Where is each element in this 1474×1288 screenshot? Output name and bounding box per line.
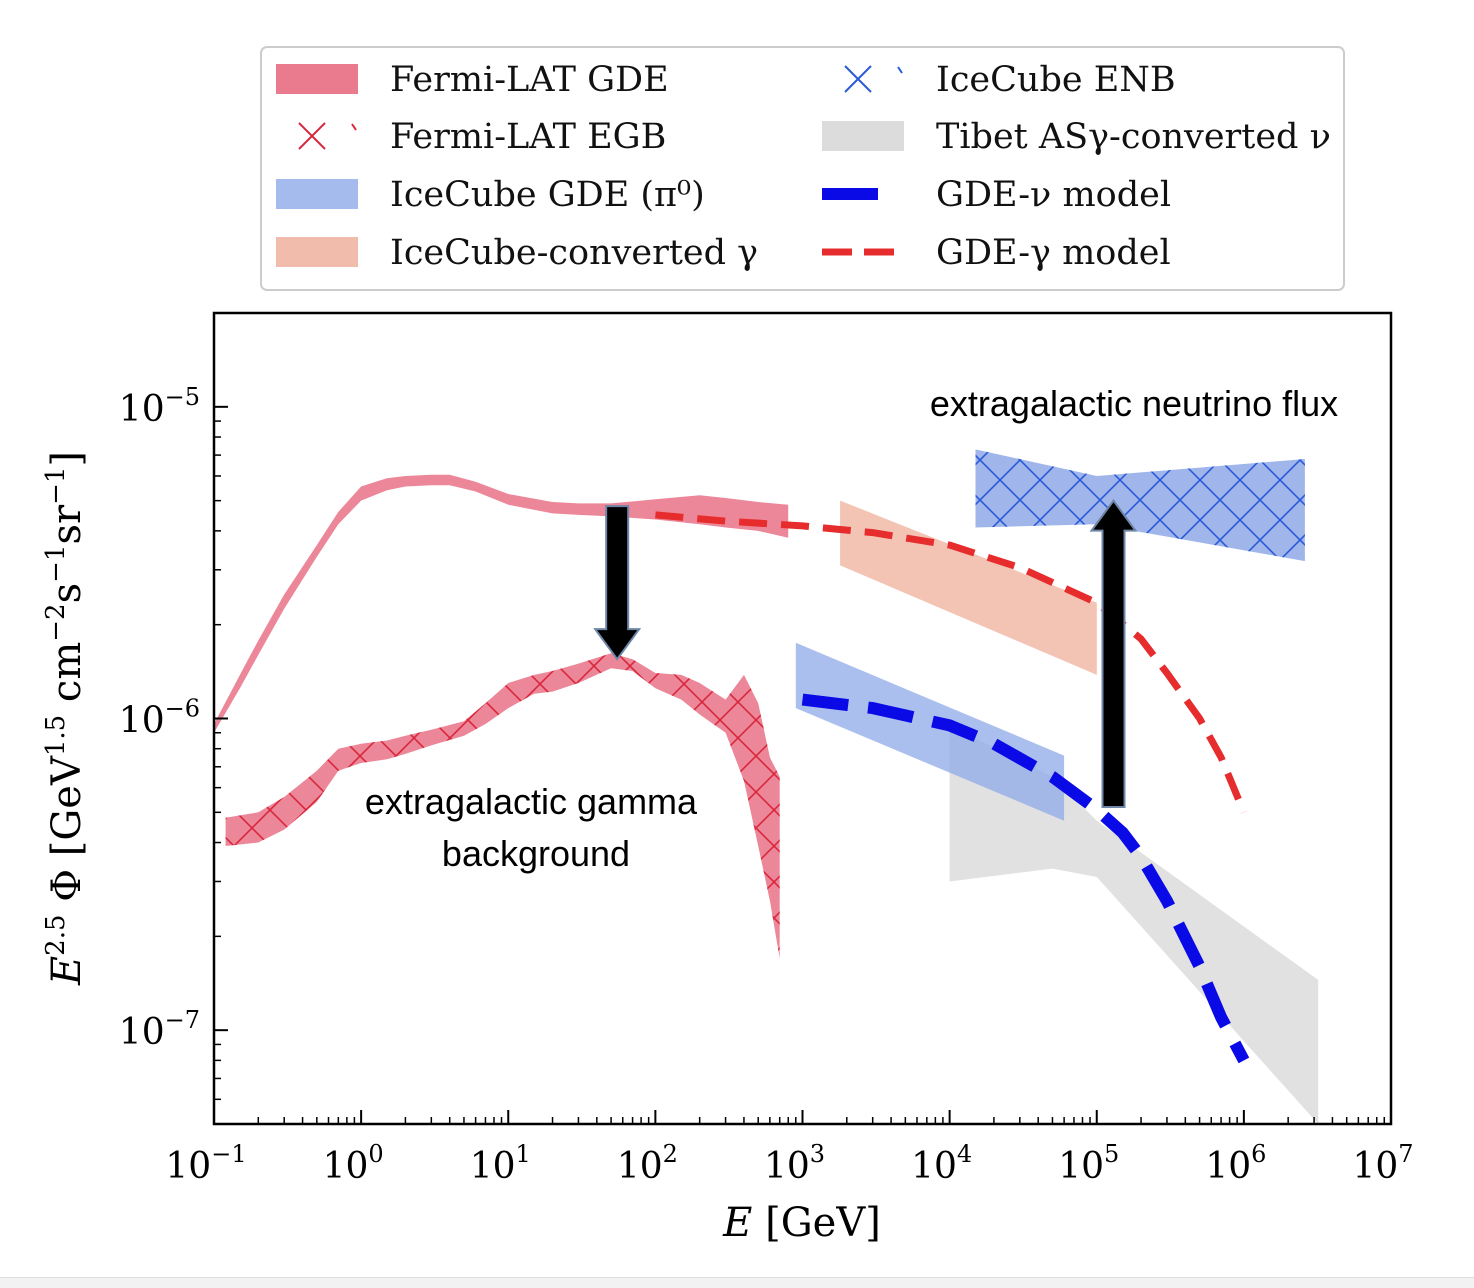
y-tick-label: 10−7 <box>119 1006 200 1053</box>
x-tick-label: 100 <box>323 1140 384 1187</box>
enb-arrow-shape <box>1089 498 1138 809</box>
band-icecube-gde <box>795 642 1065 821</box>
series-tibet-as-converted <box>949 725 1319 1124</box>
legend-item-icecube-gde: IceCube GDE (π⁰) <box>276 175 705 215</box>
line-gde-model <box>801 693 1250 1064</box>
egb-annotation: extragalactic gamma background <box>365 781 707 874</box>
legend-item-tibet-as-converted: Tibet ASγ-converted ν <box>822 117 1331 157</box>
x-tick-label: 101 <box>470 1140 531 1187</box>
series-icecube-enb <box>975 449 1305 562</box>
bottom-bar <box>0 1277 1474 1288</box>
hatch-icecube-enb <box>975 449 1305 562</box>
series-fermi-lat-gde <box>214 474 789 733</box>
legend-swatch-tail <box>897 66 903 74</box>
legend-swatch <box>822 121 904 151</box>
y-tick-label: 10−5 <box>119 383 200 430</box>
legend-swatch <box>276 64 358 94</box>
legend-label: Fermi-LAT GDE <box>390 60 669 100</box>
egb-arrow-shape <box>593 505 642 661</box>
legend-swatch <box>844 65 872 93</box>
legend-item-icecube-converted: IceCube-converted γ <box>276 233 758 273</box>
line-gde-model <box>655 511 1248 814</box>
legend-swatch <box>298 122 326 150</box>
legend-label: IceCube-converted γ <box>390 233 758 273</box>
legend-swatch <box>276 179 358 209</box>
enb-annotation: extragalactic neutrino flux <box>930 383 1338 424</box>
legend-swatch-tail <box>351 123 357 131</box>
x-tick-label: 102 <box>617 1140 678 1187</box>
series-icecube-gde <box>795 642 1065 821</box>
legend-item-gde-model: GDE-γ model <box>822 233 1171 273</box>
legend-label: Fermi-LAT EGB <box>390 117 666 157</box>
band-fermi-lat-gde <box>214 474 789 733</box>
legend-item-gde-model: GDE-ν model <box>822 175 1171 215</box>
legend-label: IceCube GDE (π⁰) <box>390 175 705 215</box>
legend-frame <box>260 46 1345 291</box>
legend-item-fermi-lat-gde: Fermi-LAT GDE <box>276 60 669 100</box>
x-tick-label: 103 <box>764 1140 825 1187</box>
egb-arrow <box>593 505 642 661</box>
enb-arrow <box>1089 498 1138 809</box>
legend-label: GDE-ν model <box>936 175 1171 215</box>
band-tibet-as-converted <box>949 725 1319 1124</box>
legend-item-icecube-enb: IceCube ENB <box>844 60 1176 100</box>
legend-label: IceCube ENB <box>936 60 1176 100</box>
y-axis-label: E2.5 Φ [GeV1.5 cm−2s−1sr−1] <box>41 451 90 986</box>
band-icecube-converted <box>840 500 1097 675</box>
x-tick-label: 106 <box>1205 1140 1266 1187</box>
x-tick-label: 107 <box>1352 1140 1413 1187</box>
x-axis-label: E [GeV] <box>722 1200 881 1246</box>
legend-label: GDE-γ model <box>936 233 1171 273</box>
legend-label: Tibet ASγ-converted ν <box>936 117 1331 157</box>
legend-item-fermi-lat-egb: Fermi-LAT EGB <box>298 117 666 157</box>
legend-swatch <box>276 237 358 267</box>
y-tick-label: 10−6 <box>119 695 200 742</box>
x-tick-label: 105 <box>1058 1140 1119 1187</box>
series-icecube-converted <box>840 500 1097 675</box>
legend: Fermi-LAT GDE Fermi-LAT EGB IceCube GDE (π… <box>260 46 1345 291</box>
x-tick-label: 10−1 <box>165 1140 246 1187</box>
x-tick-label: 104 <box>911 1140 972 1187</box>
